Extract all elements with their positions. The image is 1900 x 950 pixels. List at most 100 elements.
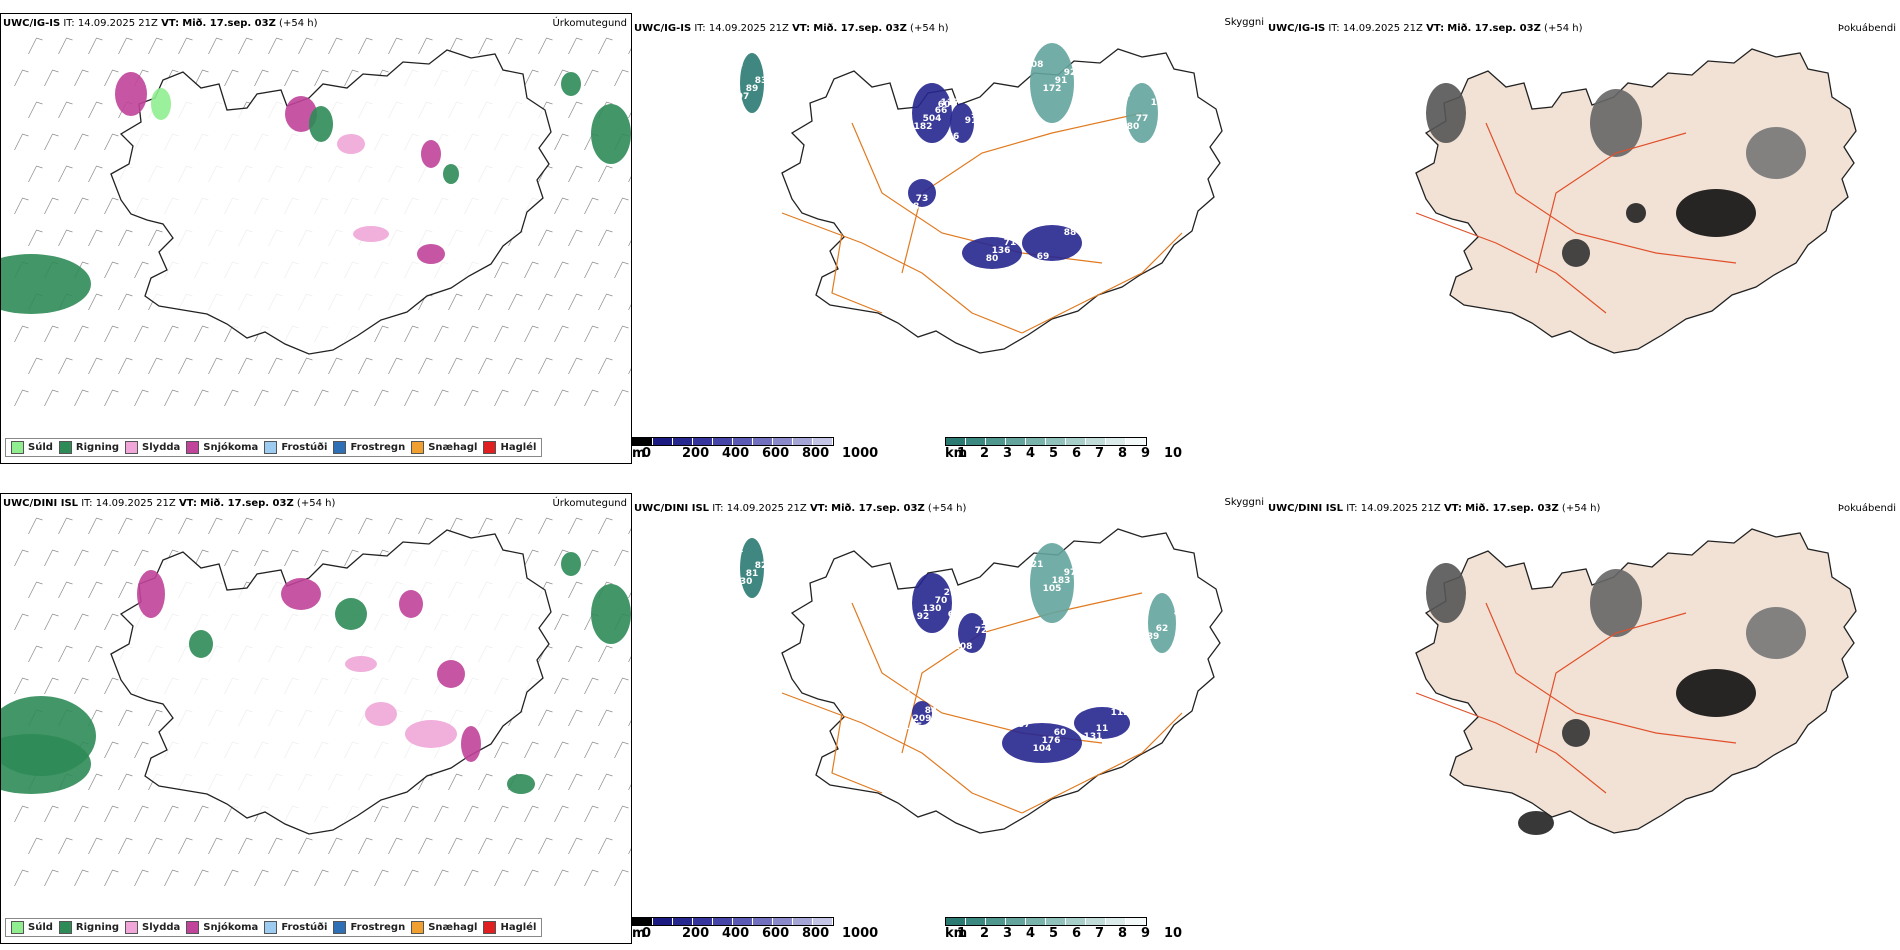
wind-barb [164,869,179,887]
wind-barb [568,517,583,535]
wind-barb [434,869,449,887]
colorbar-segment [733,438,753,445]
wind-barb [28,645,43,663]
wind-barb [104,261,119,279]
visibility-value-label: 91 [1138,600,1151,610]
legend-label: Rigning [75,442,120,453]
wind-barb [538,293,553,311]
visibility-value-label: 82 [755,561,768,571]
wind-barb [74,197,89,215]
legend-swatch [411,921,425,934]
wind-barb [358,357,373,375]
visibility-value-label: 88 [907,202,920,212]
wind-barb [538,837,553,855]
wind-barb [134,325,149,343]
legend-label: Snjókoma [203,922,259,933]
height-unit: m [632,446,646,461]
wind-barb [254,869,269,887]
wind-barb [28,357,43,375]
road [1021,712,1183,814]
legend-label: Snæhagl [428,442,478,453]
wind-barb [104,869,119,887]
colorbar-tick-label: 7 [1095,926,1105,941]
wind-barb [118,37,133,55]
wind-barb [118,773,133,791]
wind-barb [614,197,629,215]
visibility-area [740,538,764,598]
wind-barb [344,389,359,407]
coastline [1415,48,1857,354]
wind-barb [208,517,223,535]
fog-area [1518,811,1554,835]
precip-type-panel-row2: UWC/DINI ISL IT: 14.09.2025 21Z VT: Mið.… [0,493,632,944]
visibility-value-label: 86 [947,132,960,142]
colorbar-segment [713,438,733,445]
wind-barb [104,133,119,151]
wind-barb [568,101,583,119]
wind-barb [74,549,89,567]
wind-barb [88,101,103,119]
fog-area [1590,569,1642,637]
precip-legend: Súld Rigning Slydda Snjókoma Frostúði Frostre… [5,438,543,457]
precip-type-panel-row1: UWC/IG-IS IT: 14.09.2025 21Z VT: Mið. 17… [0,13,632,464]
wind-barb [584,389,599,407]
colorbar-segment [1106,438,1126,445]
wind-barb [554,197,569,215]
visibility-area [912,573,952,633]
wind-barb [148,517,163,535]
wind-barb [178,517,193,535]
legend-swatch [11,441,24,454]
wind-barb [614,389,629,407]
wind-barb [268,837,283,855]
colorbar-tick-label: 1 [957,926,967,941]
visibility-area [1030,543,1074,623]
wind-barb [178,837,193,855]
wind-barb [254,389,269,407]
colorbar-tick-label: 4 [1026,926,1036,941]
wind-barb [298,517,313,535]
rain-area [1,254,91,314]
wind-barb [118,293,133,311]
visibility-value-label: 130 [923,604,942,614]
wind-barb [418,837,433,855]
wind-barb [614,869,629,887]
wind-barb [584,869,599,887]
legend-swatch [483,921,497,934]
wind-barb [88,165,103,183]
wind-barb [208,357,223,375]
wind-barb [88,837,103,855]
wind-barb [104,805,119,823]
visibility-value-label: 108 [954,642,973,652]
visibility-value-label: 91 [1055,76,1068,86]
wind-barb [88,293,103,311]
visibility-value-label: 97 [1064,568,1077,578]
map-layer [1415,528,1857,835]
wind-barb [44,549,59,567]
wind-barb [538,229,553,247]
wind-barb [554,869,569,887]
visibility-value-label: 72 [975,626,988,636]
wind-barb [584,261,599,279]
panel-title-row2-precip: UWC/DINI ISL IT: 14.09.2025 21Z VT: Mið.… [3,498,336,509]
colorbar-segment [753,918,773,925]
wind-barb [164,389,179,407]
colorbar-segment [1026,918,1046,925]
colorbar-tick-label: 7 [1095,446,1105,461]
colorbar-segment [733,918,753,925]
wind-barb [614,741,629,759]
wind-barb [448,357,463,375]
wind-barb [58,357,73,375]
wind-barb [28,37,43,55]
fog-panel-row1: UWC/IG-IS IT: 14.09.2025 21Z VT: Mið. 17… [1266,13,1900,464]
precip-area [437,660,465,688]
wind-barb [14,677,29,695]
map-layer [1415,48,1857,354]
rain-area [561,72,581,96]
legend-item-2: Slydda [125,921,180,934]
colorbar-segment [693,918,713,925]
wind-barb [104,677,119,695]
visibility-area [1002,723,1082,763]
wind-barb [44,69,59,87]
colorbar-tick-label: 200 [682,446,710,461]
colorbar-tick-label: 1000 [842,926,879,941]
